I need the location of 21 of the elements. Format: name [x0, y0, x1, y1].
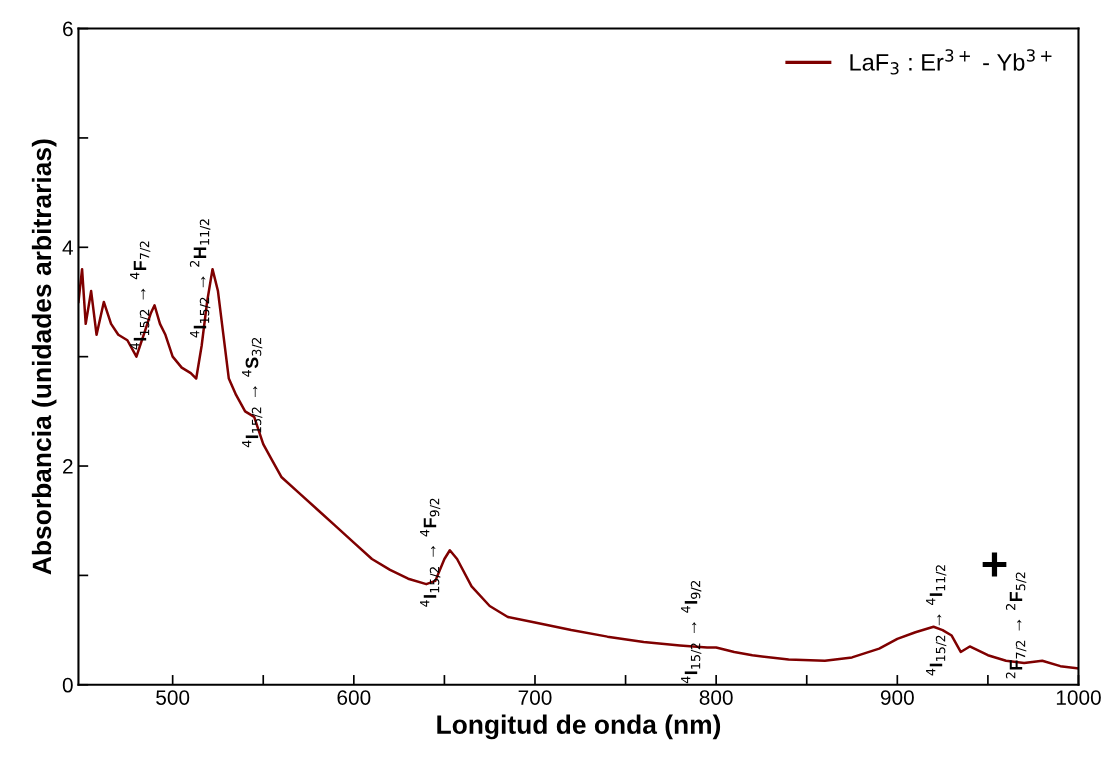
annotation: +	[982, 552, 1007, 577]
y-tick-label: 2	[63, 459, 73, 474]
x-tick-label: 900	[880, 690, 914, 705]
annotation: $^{4}$I$_{15/2}$ → $^{4}$I$_{11/2}$	[926, 565, 947, 676]
x-axis-title: Longitud de onda (nm)	[437, 714, 721, 740]
annotation: $^{4}$I$_{15/2}$ → $^{4}$S$_{3/2}$	[242, 338, 263, 448]
x-tick-label: 500	[156, 690, 190, 705]
y-tick-label: 0	[62, 677, 73, 693]
annotation: $^{4}$I$_{15/2}$ → $^{4}$I$_{9/2}$	[681, 581, 702, 684]
legend-label: LaF$_{3}$ : Er$^{3+}$ - Yb$^{3+}$	[850, 49, 1052, 75]
y-tick-label: 4	[62, 240, 73, 255]
x-tick-label: 1000	[1056, 690, 1101, 705]
y-tick-label: 6	[63, 21, 73, 37]
annotation: $^{2}$F$_{7/2}$ → $^{2}$F$_{5/2}$	[1005, 572, 1027, 679]
x-tick-label: 800	[699, 690, 733, 705]
x-tick-label: 600	[337, 690, 371, 705]
annotation: $^{4}$I$_{15/2}$ → $^{2}$H$_{11/2}$	[189, 219, 211, 338]
annotation: $^{4}$I$_{15/2}$ → $^{4}$F$_{7/2}$	[130, 241, 151, 350]
x-tick-label: 700	[518, 690, 552, 705]
annotation: $^{4}$I$_{15/2}$ → $^{4}$F$_{9/2}$	[420, 498, 441, 607]
y-axis-title: Absorbancia (unidades arbitrarias)	[31, 139, 57, 575]
